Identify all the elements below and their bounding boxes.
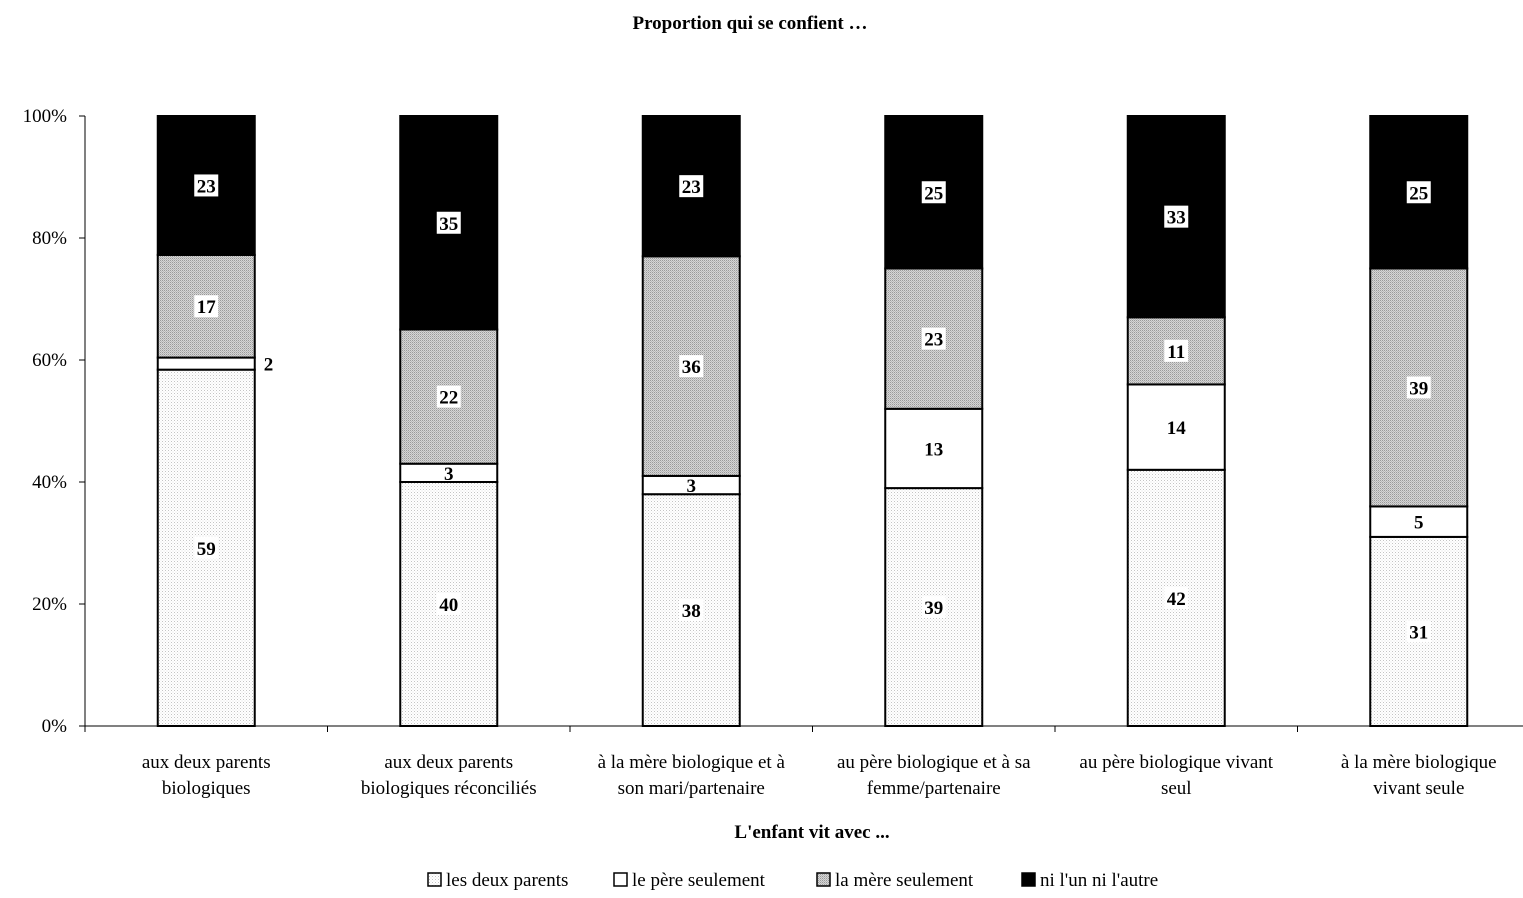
legend-label: le père seulement [632, 870, 766, 891]
data-labels: 59 2 17 23 40 3 22 35 38 3 36 23 39 13 23 25 42 14 11 33 31 5… [194, 174, 1431, 643]
data-label-bg [679, 175, 704, 198]
y-tick-label: 40% [32, 472, 67, 493]
data-label: 40 [439, 595, 458, 616]
data-label-bg [679, 355, 704, 378]
data-label: 38 [682, 601, 701, 622]
y-tick-label: 20% [32, 594, 67, 615]
data-label: 25 [924, 183, 943, 204]
category-label: son mari/partenaire [618, 778, 765, 799]
data-label-bg [194, 536, 219, 559]
data-label: 3 [444, 464, 454, 485]
data-label: 23 [197, 176, 216, 197]
data-label: 39 [924, 598, 943, 619]
data-label: 2 [264, 355, 274, 376]
data-label: 59 [197, 539, 216, 560]
data-label: 13 [924, 439, 943, 460]
data-label-bg [1406, 181, 1431, 204]
data-label: 23 [924, 330, 943, 351]
data-label: 25 [1409, 183, 1428, 204]
category-labels: aux deux parents biologiques aux deux pare… [142, 752, 1497, 799]
bars-area [156, 115, 1469, 728]
legend-swatch [427, 872, 442, 887]
data-label-bg [436, 593, 461, 615]
legend-label: ni l'un ni l'autre [1040, 870, 1158, 891]
y-tick-label: 80% [32, 228, 67, 249]
data-label-bg [921, 181, 946, 204]
data-label-bg [679, 599, 704, 622]
data-label: 23 [682, 177, 701, 198]
y-tick-label: 0% [42, 716, 68, 737]
category-label: biologiques [162, 778, 251, 799]
category-label: aux deux parents [142, 752, 271, 773]
x-axis-title: L'enfant vit avec ... [734, 822, 889, 843]
data-label: 22 [439, 388, 458, 409]
data-label-bg [921, 596, 946, 619]
y-axis: 0% 20% 40% 60% 80% 100% [23, 106, 86, 737]
data-label: 11 [1167, 342, 1185, 363]
data-label: 14 [1167, 418, 1187, 439]
category-label: au père biologique vivant [1079, 752, 1273, 773]
data-label-bg [1164, 586, 1189, 609]
category-label: seul [1161, 778, 1192, 799]
data-label-bg [194, 174, 219, 197]
category-label: biologiques réconciliés [361, 778, 537, 799]
bar-segment [156, 356, 256, 371]
data-label: 31 [1409, 622, 1428, 643]
data-label-bg [436, 385, 461, 408]
bar-segment [884, 407, 984, 490]
data-label: 5 [1414, 513, 1424, 534]
legend-label: les deux parents [446, 870, 568, 891]
legend-swatch [816, 872, 831, 887]
bar-segment [1369, 505, 1469, 538]
legend-swatch [1021, 872, 1036, 887]
data-label-bg [1406, 376, 1431, 399]
data-label: 35 [439, 214, 458, 235]
y-tick-label: 60% [32, 350, 67, 371]
category-label: aux deux parents [384, 752, 513, 773]
data-label: 42 [1167, 589, 1186, 610]
category-label: femme/partenaire [867, 778, 1001, 799]
legend-swatch [613, 872, 628, 887]
x-axis [84, 725, 1523, 732]
data-label-bg [921, 327, 946, 350]
data-label-bg [194, 295, 219, 318]
data-label: 33 [1167, 208, 1186, 229]
legend: les deux parents le père seulement la mère… [427, 870, 1158, 891]
category-label: au père biologique et à sa [837, 752, 1031, 773]
data-label: 36 [682, 357, 701, 378]
data-label: 17 [197, 297, 217, 318]
legend-label: la mère seulement [835, 870, 974, 891]
data-label: 39 [1409, 378, 1428, 399]
y-tick-label: 100% [23, 106, 68, 127]
data-label-bg [436, 211, 461, 234]
category-label: à la mère biologique et à [598, 752, 786, 773]
bar-segment [1126, 383, 1226, 471]
data-label: 3 [687, 476, 697, 497]
data-label-bg [1164, 339, 1189, 362]
data-label-bg [1164, 205, 1189, 228]
chart-title: Proportion qui se confient … [632, 13, 867, 34]
data-label-bg [1406, 620, 1431, 643]
category-label: vivant seule [1373, 778, 1464, 799]
category-label: à la mère biologique [1341, 752, 1497, 773]
